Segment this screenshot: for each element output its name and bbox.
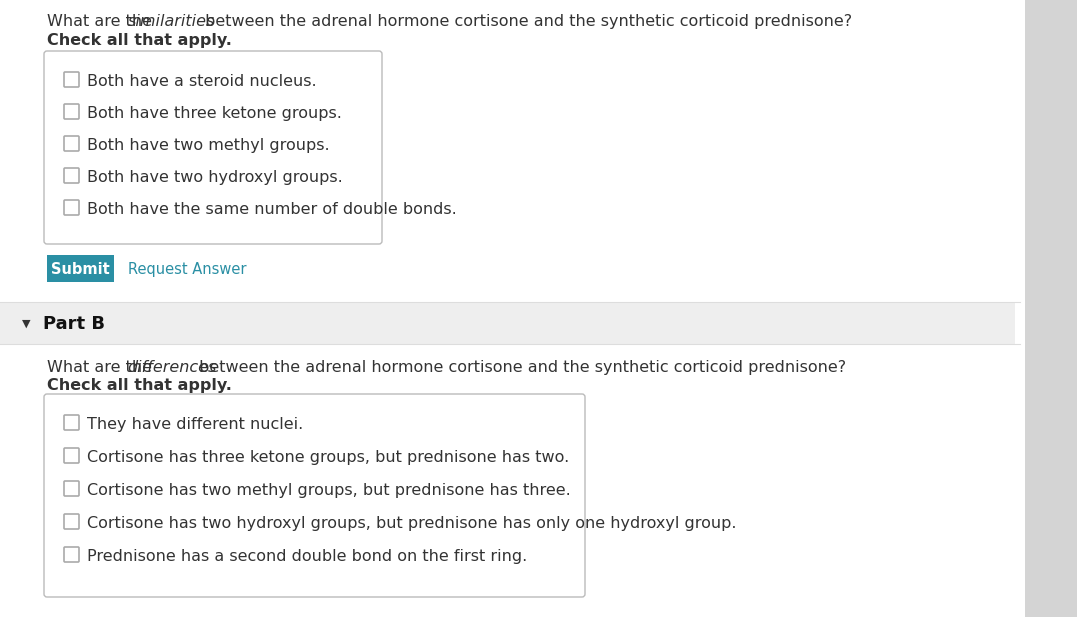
FancyBboxPatch shape xyxy=(47,255,114,282)
Text: Both have two hydroxyl groups.: Both have two hydroxyl groups. xyxy=(87,170,342,185)
Text: Prednisone has a second double bond on the first ring.: Prednisone has a second double bond on t… xyxy=(87,549,528,564)
FancyBboxPatch shape xyxy=(64,448,79,463)
Text: Submit: Submit xyxy=(51,262,110,277)
Text: similarities: similarities xyxy=(127,14,215,29)
FancyBboxPatch shape xyxy=(1025,0,1077,617)
FancyBboxPatch shape xyxy=(64,200,79,215)
FancyBboxPatch shape xyxy=(64,136,79,151)
Text: Check all that apply.: Check all that apply. xyxy=(47,33,232,48)
FancyBboxPatch shape xyxy=(1015,0,1025,617)
FancyBboxPatch shape xyxy=(44,51,382,244)
Text: Both have two methyl groups.: Both have two methyl groups. xyxy=(87,138,330,153)
FancyBboxPatch shape xyxy=(44,394,585,597)
Text: Cortisone has two methyl groups, but prednisone has three.: Cortisone has two methyl groups, but pre… xyxy=(87,483,571,498)
Text: Both have the same number of double bonds.: Both have the same number of double bond… xyxy=(87,202,457,217)
FancyBboxPatch shape xyxy=(64,547,79,562)
Text: They have different nuclei.: They have different nuclei. xyxy=(87,417,304,432)
FancyBboxPatch shape xyxy=(64,104,79,119)
Text: Part B: Part B xyxy=(43,315,104,333)
Text: Cortisone has three ketone groups, but prednisone has two.: Cortisone has three ketone groups, but p… xyxy=(87,450,570,465)
Text: Check all that apply.: Check all that apply. xyxy=(47,378,232,393)
FancyBboxPatch shape xyxy=(0,302,1020,344)
Text: Both have a steroid nucleus.: Both have a steroid nucleus. xyxy=(87,74,317,89)
Text: What are the: What are the xyxy=(47,14,157,29)
FancyBboxPatch shape xyxy=(64,168,79,183)
Text: What are the: What are the xyxy=(47,360,157,375)
Text: between the adrenal hormone cortisone and the synthetic corticoid prednisone?: between the adrenal hormone cortisone an… xyxy=(194,360,845,375)
FancyBboxPatch shape xyxy=(64,415,79,430)
Text: Both have three ketone groups.: Both have three ketone groups. xyxy=(87,106,341,121)
FancyBboxPatch shape xyxy=(64,481,79,496)
FancyBboxPatch shape xyxy=(64,514,79,529)
Text: between the adrenal hormone cortisone and the synthetic corticoid prednisone?: between the adrenal hormone cortisone an… xyxy=(199,14,852,29)
FancyBboxPatch shape xyxy=(64,72,79,87)
Text: ▼: ▼ xyxy=(22,319,30,329)
Text: Cortisone has two hydroxyl groups, but prednisone has only one hydroxyl group.: Cortisone has two hydroxyl groups, but p… xyxy=(87,516,737,531)
Text: Request Answer: Request Answer xyxy=(128,262,247,277)
Text: differences: differences xyxy=(127,360,216,375)
